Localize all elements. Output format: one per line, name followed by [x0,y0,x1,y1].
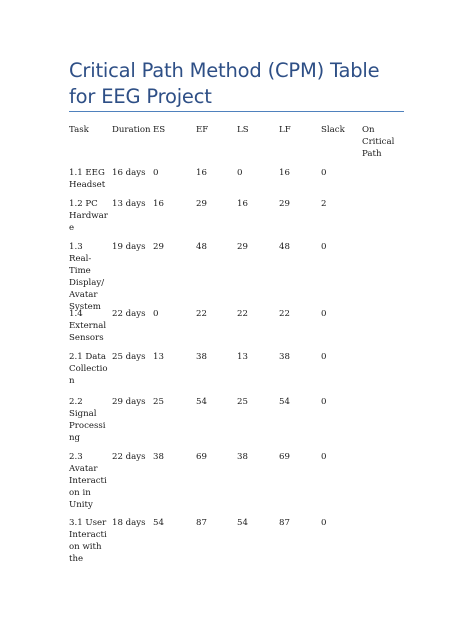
cell-slack: 0 [321,352,327,362]
cell-duration: 25 days [112,352,146,362]
cell-ef: 38 [196,352,207,362]
cell-lf: 29 [279,199,290,209]
cell-duration: 22 days [112,309,146,319]
cell-lf: 87 [279,518,290,528]
cell-lf: 48 [279,242,290,252]
cell-es: 0 [153,309,159,319]
cell-task: 1.3 Real- Time Display/ Avatar System [69,242,105,312]
header-duration: Duration [112,125,151,135]
cell-es: 54 [153,518,164,528]
cell-duration: 19 days [112,242,146,252]
cell-es: 29 [153,242,164,252]
cell-duration: 29 days [112,397,146,407]
header-task: Task [69,125,89,135]
cell-slack: 0 [321,242,327,252]
cell-task: 2.2 Signal Processi ng [69,397,106,443]
cell-duration: 18 days [112,518,146,528]
cell-ef: 29 [196,199,207,209]
cell-slack: 0 [321,452,327,462]
cell-ef: 54 [196,397,207,407]
cell-es: 25 [153,397,164,407]
cell-lf: 22 [279,309,290,319]
cell-duration: 13 days [112,199,146,209]
header-slack: Slack [321,125,345,135]
cell-task: 1.2 PC Hardwar e [69,199,108,233]
cell-duration: 16 days [112,168,146,178]
cell-task: 3.1 User Interacti on with the [69,518,107,564]
cell-ls: 22 [237,309,248,319]
cell-ls: 13 [237,352,248,362]
cell-es: 38 [153,452,164,462]
cell-ls: 54 [237,518,248,528]
header-es: ES [153,125,166,135]
cell-duration: 22 days [112,452,146,462]
cell-slack: 0 [321,518,327,528]
cell-es: 13 [153,352,164,362]
cell-ef: 16 [196,168,207,178]
header-lf: LF [279,125,291,135]
cell-slack: 2 [321,199,327,209]
title-underline [69,111,404,112]
cell-lf: 38 [279,352,290,362]
document-title: Critical Path Method (CPM) Table for EEG… [69,59,380,108]
cell-slack: 0 [321,309,327,319]
cell-ls: 25 [237,397,248,407]
cell-ef: 48 [196,242,207,252]
cell-slack: 0 [321,397,327,407]
cell-es: 16 [153,199,164,209]
cell-ls: 38 [237,452,248,462]
cell-task: 1.1 EEG Headset [69,168,106,190]
cell-ls: 0 [237,168,243,178]
cell-task: 2.1 Data Collectio n [69,352,108,386]
cell-ef: 69 [196,452,207,462]
cell-ef: 22 [196,309,207,319]
header-ef: EF [196,125,209,135]
cell-es: 0 [153,168,159,178]
cell-slack: 0 [321,168,327,178]
header-ls: LS [237,125,249,135]
cell-ls: 16 [237,199,248,209]
cell-task: 2.3 Avatar Interacti on in Unity [69,452,107,510]
header-on-critical-path: On Critical Path [362,125,395,159]
cell-ls: 29 [237,242,248,252]
cell-task: 1.4 External Sensors [69,309,107,343]
cell-lf: 16 [279,168,290,178]
cell-lf: 54 [279,397,290,407]
cell-ef: 87 [196,518,207,528]
cell-lf: 69 [279,452,290,462]
